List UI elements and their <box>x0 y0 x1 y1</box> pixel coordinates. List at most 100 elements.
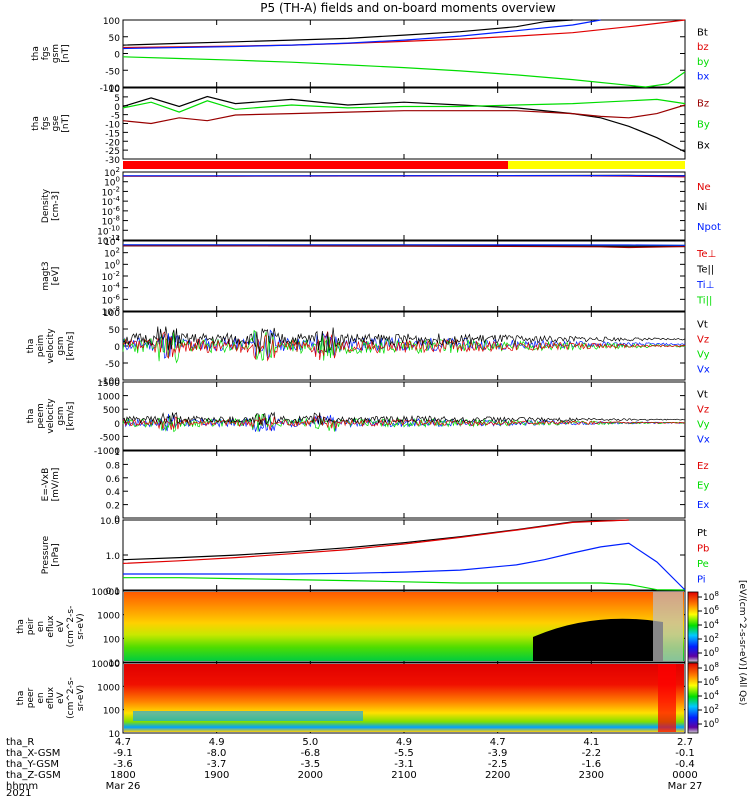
trace-vx <box>122 329 686 359</box>
legend-bx: bx <box>697 72 709 83</box>
y-tick-label: 100 <box>104 258 120 271</box>
panel-frame <box>122 87 686 160</box>
legend-te: Te|| <box>696 264 714 275</box>
y-tick-label: -500 <box>100 433 121 443</box>
legend-vz: Vz <box>697 335 709 346</box>
y-tick-label: 5 <box>114 94 120 104</box>
y-axis-label: sr-eV) <box>76 613 86 639</box>
figure-title: P5 (TH-A) fields and on-board moments ov… <box>260 1 556 15</box>
legend-vx: Vx <box>697 435 710 446</box>
legend-by: By <box>697 120 710 131</box>
y-axis-label: [km/s] <box>66 402 76 431</box>
y-axis-label: tha <box>16 619 26 634</box>
y-tick-label: 1000 <box>97 393 120 403</box>
series-pe <box>123 577 686 591</box>
y-tick-label: 102 <box>104 166 120 179</box>
colorbar-tick-label: 106 <box>703 604 719 617</box>
y-axis-label: [mV/m] <box>51 468 61 502</box>
y-tick-label: 0 <box>114 515 120 525</box>
mode-bar-yellow <box>508 161 685 169</box>
legend-npot: Npot <box>697 222 721 233</box>
y-tick-label: 10-8 <box>102 215 120 228</box>
series-te <box>122 245 686 249</box>
panel-frame <box>122 519 686 591</box>
y-axis-label: eV <box>56 620 66 633</box>
y-axis-label: peim <box>36 335 46 358</box>
xaxis-value: 5.0 <box>302 737 318 748</box>
series-ti <box>123 244 686 246</box>
y-tick-label: -25 <box>105 147 120 157</box>
y-tick-label: 50 <box>109 326 121 336</box>
y-axis-label: eV <box>56 691 66 704</box>
trace-vx <box>122 413 686 432</box>
y-axis-label: gsm <box>51 44 61 63</box>
y-tick-label: 50 <box>109 34 121 44</box>
y-axis-label: tha <box>31 46 41 61</box>
xaxis-value: -2.2 <box>582 748 602 759</box>
y-tick-label: -50 <box>105 360 120 370</box>
y-axis-label: (cm^2-s- <box>66 677 76 719</box>
mode-bar-red <box>123 161 508 169</box>
legend-bx: Bx <box>697 141 710 152</box>
panel-pressure: 10.0 1.0 0.1 Pressure [nPa] Pt Pb Pe Pi <box>41 517 709 597</box>
y-tick-label: 1000 <box>97 683 120 693</box>
y-axis-label: [eV] <box>51 267 61 286</box>
peir-gap-region <box>533 618 663 661</box>
xaxis-row-label: tha_Y-GSM <box>6 759 59 770</box>
y-tick-label: -50 <box>105 67 120 77</box>
legend-bt: Bt <box>697 27 708 38</box>
xaxis-value: 2300 <box>579 770 604 781</box>
trace-vt <box>122 411 685 427</box>
series-by <box>122 98 686 113</box>
xaxis-value: 4.9 <box>209 737 225 748</box>
y-axis-label: [nT] <box>61 44 71 62</box>
colorbar-tick-label: 100 <box>703 717 719 730</box>
y-axis-label: (cm^2-s- <box>66 606 76 648</box>
y-tick-label: 0 <box>114 103 120 113</box>
xaxis-value: -0.1 <box>675 748 695 759</box>
xaxis-value: -1.6 <box>582 759 602 770</box>
y-tick-label: 10-4 <box>102 282 121 295</box>
y-axis-label: eflux <box>46 686 56 709</box>
y-tick-label: 10-12 <box>97 234 120 247</box>
y-axis-label: [nT] <box>61 114 71 132</box>
xaxis-value: -0.4 <box>675 759 695 770</box>
y-tick-label: 10-10 <box>97 224 120 237</box>
legend-ti: Ti⊥ <box>696 280 714 291</box>
panel-frame <box>122 450 686 519</box>
panel-efield: 1 0.8 0.6 0.4 0.2 0 E=-VxB [mV/m] Ez Ey Ex <box>41 448 709 525</box>
y-axis-label: [cm-3] <box>51 191 61 221</box>
peer-end-band <box>658 664 676 732</box>
xaxis-value: 4.7 <box>115 737 131 748</box>
legend-ey: Ey <box>697 481 709 492</box>
y-tick-label: -20 <box>105 138 120 148</box>
peer-low-band <box>133 711 363 721</box>
legend-vy: Vy <box>697 350 710 361</box>
y-tick-label: 10-8 <box>102 305 120 318</box>
y-tick-label: 1500 <box>97 379 120 389</box>
y-axis-label: eflux <box>46 615 56 638</box>
y-tick-label: -10 <box>105 121 120 131</box>
legend-vt: Vt <box>697 320 708 331</box>
y-tick-label: 0.2 <box>106 502 120 512</box>
y-tick-label: 100 <box>103 635 120 645</box>
y-tick-label: 1.0 <box>106 552 121 562</box>
y-axis-label: tha <box>26 339 36 354</box>
panel-frame <box>122 171 686 241</box>
xaxis-value: -3.9 <box>488 748 508 759</box>
y-axis-label: tha <box>31 116 41 131</box>
colorbar-tick-label: 104 <box>703 689 719 702</box>
legend-bz: bz <box>697 42 709 53</box>
legend-te: Te⊥ <box>696 249 716 260</box>
peer-spectrogram <box>124 664 684 732</box>
colorbar-label: [eV/(cm^2-s-sr-eV)] (All Qs) <box>737 580 747 705</box>
y-axis-label: peer <box>26 687 36 708</box>
y-tick-label: 0.4 <box>106 488 121 498</box>
xaxis-value: -3.7 <box>207 759 227 770</box>
colorbar-tick-label: 102 <box>703 703 719 716</box>
y-tick-label: -5 <box>111 112 120 122</box>
y-axis-label: peem <box>36 403 46 429</box>
xaxis-value: Mar 27 <box>668 781 703 792</box>
